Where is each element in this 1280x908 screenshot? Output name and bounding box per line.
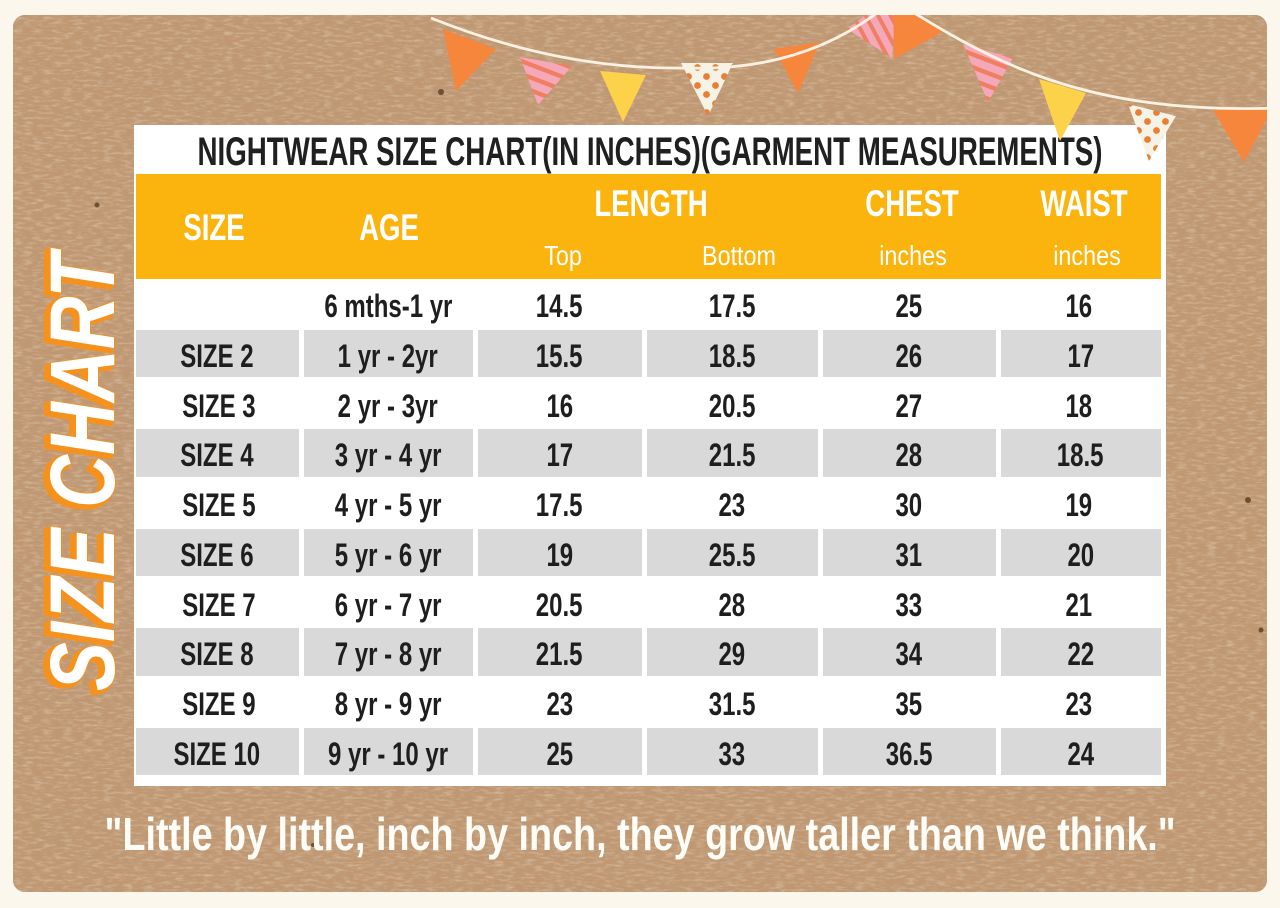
svg-text:SIZE CHART: SIZE CHART [28,251,130,694]
svg-text:NIGHTWEAR SIZE CHART(IN INCHES: NIGHTWEAR SIZE CHART(IN INCHES)(GARMENT … [197,130,1102,174]
svg-text:SIZE CHART: SIZE CHART [32,248,134,691]
